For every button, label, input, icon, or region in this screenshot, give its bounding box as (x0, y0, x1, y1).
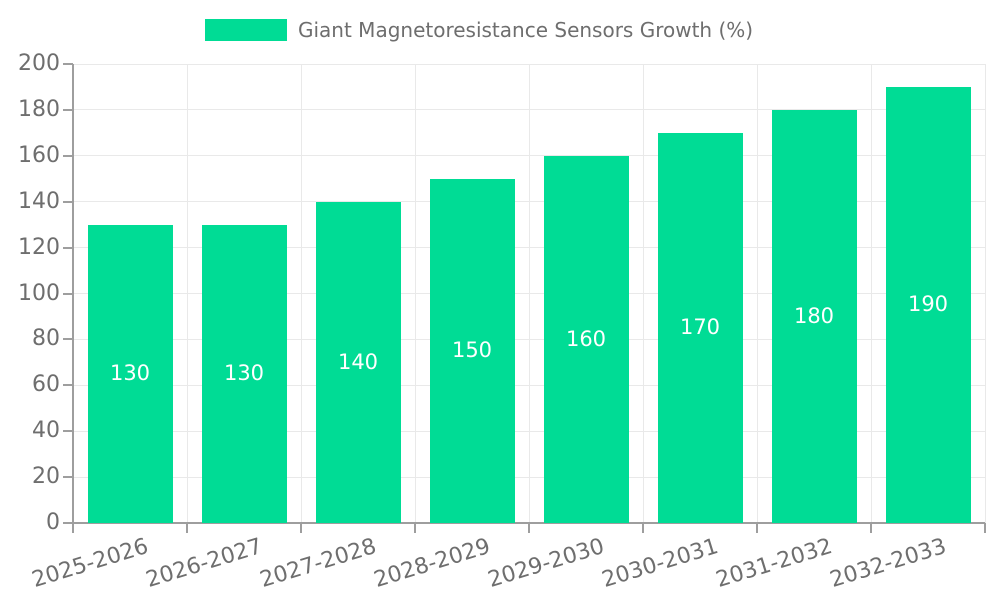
x-axis-tick-label: 2029-2030 (485, 534, 608, 593)
y-axis-tick (63, 384, 73, 387)
x-axis-tick (642, 523, 644, 533)
bar: 140 (315, 201, 401, 523)
bar-value-label: 150 (451, 338, 493, 363)
y-axis-tick (63, 154, 73, 157)
y-axis-tick-label: 20 (32, 464, 60, 490)
x-axis-tick (756, 523, 758, 533)
x-axis-tick-label: 2026-2027 (143, 534, 266, 593)
bar-value-label: 170 (679, 315, 721, 340)
x-gridline (984, 64, 986, 523)
x-axis-tick (300, 523, 302, 533)
y-axis-tick-label: 200 (18, 51, 60, 76)
y-axis-tick (63, 200, 73, 203)
bar-value-label: 130 (109, 361, 151, 386)
x-axis-tick (186, 523, 188, 533)
y-axis-tick-label: 180 (18, 96, 60, 122)
x-gridline (186, 64, 188, 523)
bar-value-label: 180 (793, 303, 835, 328)
legend-swatch-icon (205, 19, 287, 41)
y-axis-tick (63, 246, 73, 249)
bar: 150 (429, 178, 515, 523)
bar-value-label: 190 (907, 292, 949, 317)
bar: 180 (771, 109, 857, 523)
y-axis-tick (63, 63, 73, 65)
x-axis-line (63, 522, 985, 524)
legend-item[interactable]: Giant Magnetoresistance Sensors Growth (… (205, 18, 753, 42)
bar-value-label: 140 (337, 349, 379, 374)
x-axis-tick (414, 523, 416, 533)
legend: Giant Magnetoresistance Sensors Growth (… (205, 18, 753, 42)
y-axis-tick (63, 292, 73, 295)
y-axis-tick (63, 338, 73, 341)
y-axis-tick-label: 140 (18, 188, 60, 214)
x-gridline (414, 64, 416, 523)
y-axis-tick-label: 120 (18, 234, 60, 260)
x-axis-tick (528, 523, 530, 533)
x-axis-tick-label: 2028-2029 (371, 534, 494, 593)
bar: 190 (885, 86, 971, 523)
x-axis-tick-label: 2031-2032 (713, 534, 836, 593)
bar-value-label: 160 (565, 326, 607, 351)
y-axis-tick (63, 476, 73, 479)
bar: 130 (87, 224, 173, 523)
bar: 130 (201, 224, 287, 523)
x-gridline (528, 64, 530, 523)
y-axis-tick-label: 160 (18, 142, 60, 168)
x-axis-tick-label: 2030-2031 (599, 534, 722, 593)
y-axis-tick-label: 80 (32, 326, 60, 352)
y-axis-tick-label: 100 (18, 280, 60, 306)
x-gridline (756, 64, 758, 523)
y-axis-tick (63, 108, 73, 111)
bar: 170 (657, 132, 743, 523)
x-gridline (642, 64, 644, 523)
x-axis-tick-label: 2032-2033 (827, 534, 950, 593)
y-axis-tick-label: 60 (32, 372, 60, 398)
legend-label: Giant Magnetoresistance Sensors Growth (… (298, 18, 754, 42)
y-axis-tick-label: 40 (32, 418, 60, 444)
y-axis-line (72, 64, 74, 533)
y-axis-tick-label: 0 (46, 510, 60, 535)
bar: 160 (543, 155, 629, 523)
x-gridline (870, 64, 872, 523)
x-axis-tick-label: 2025-2026 (29, 534, 152, 593)
x-gridline (300, 64, 302, 523)
y-axis-tick (63, 430, 73, 433)
x-axis-tick-label: 2027-2028 (257, 534, 380, 593)
bar-value-label: 130 (223, 361, 265, 386)
x-axis-tick (870, 523, 872, 533)
x-axis-tick (984, 523, 986, 533)
